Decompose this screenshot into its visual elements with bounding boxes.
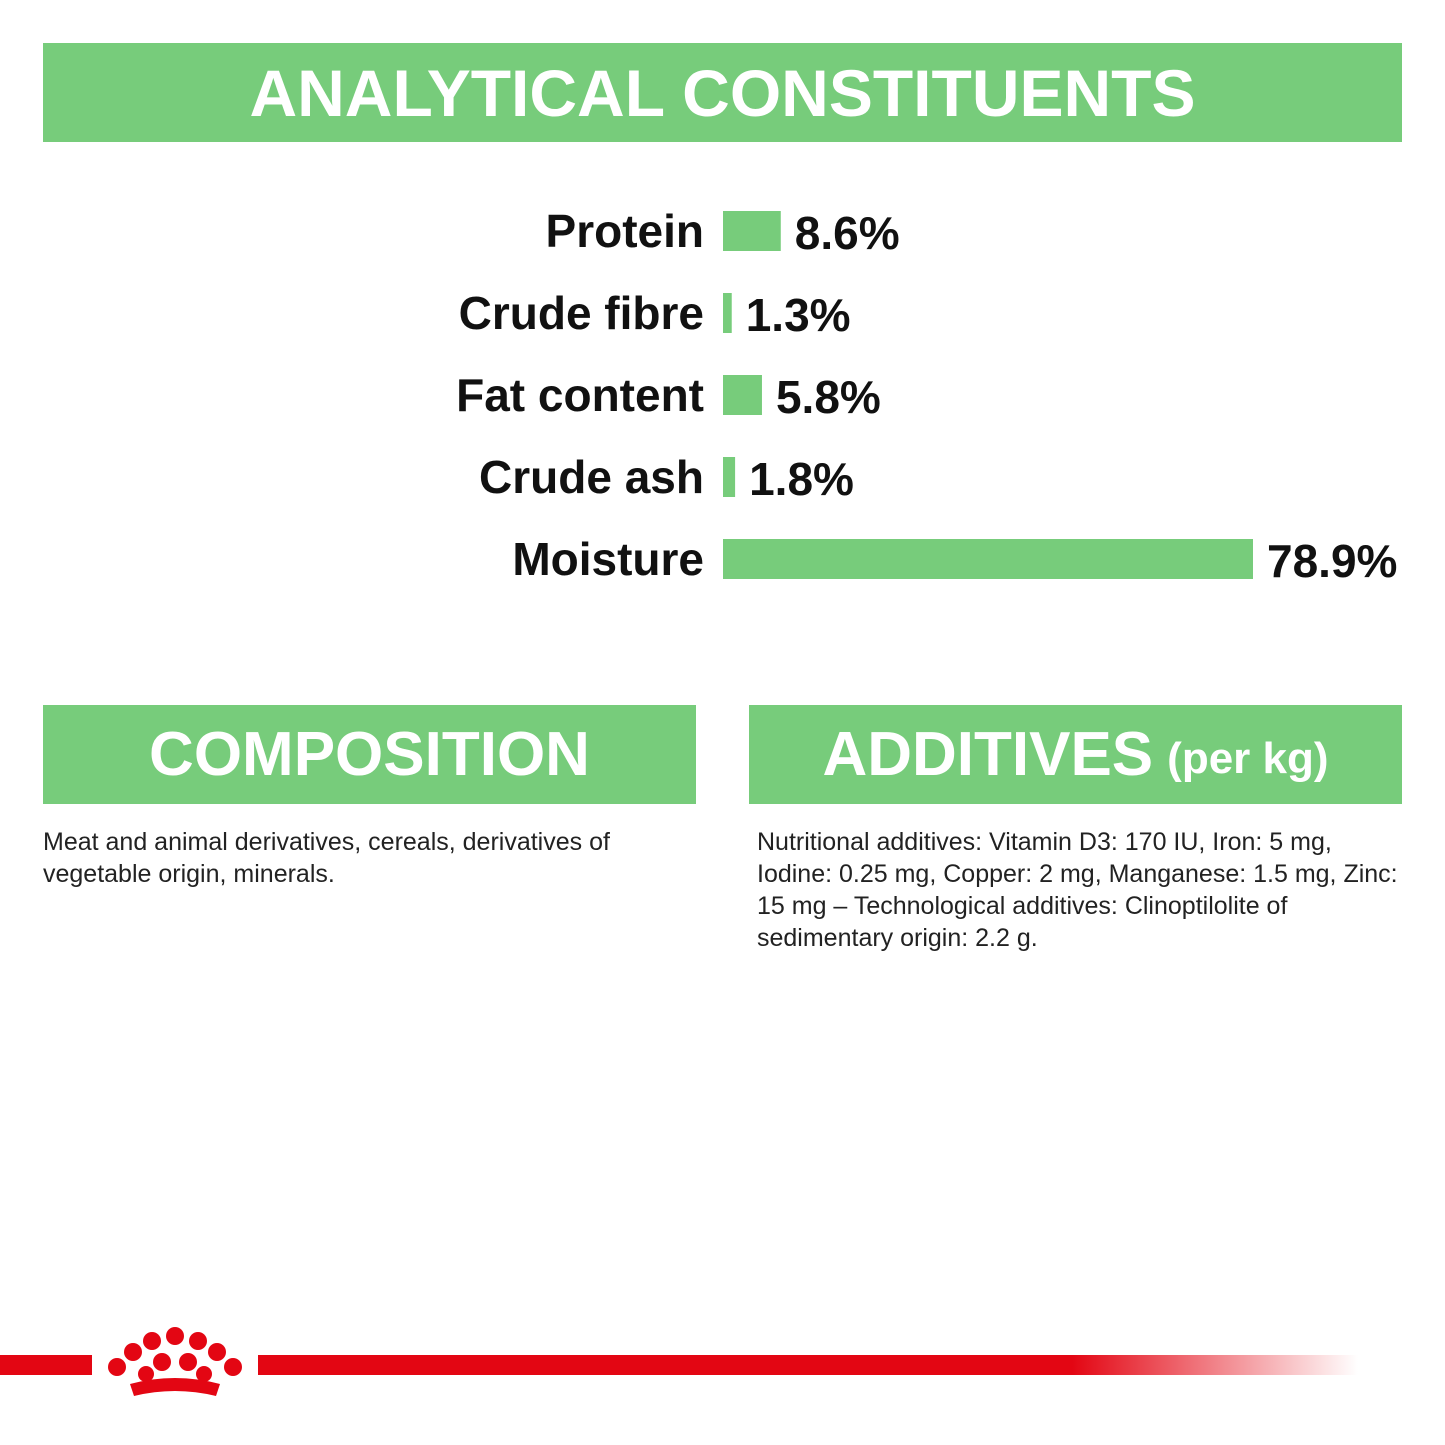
bar bbox=[723, 211, 781, 251]
value-label: 78.9% bbox=[1267, 535, 1397, 587]
bar bbox=[723, 375, 762, 415]
analytical-constituents-title: ANALYTICAL CONSTITUENTS bbox=[249, 55, 1196, 130]
value-label: 1.8% bbox=[749, 453, 854, 505]
value-label: 5.8% bbox=[776, 371, 881, 423]
value-label: 8.6% bbox=[795, 207, 900, 259]
category-label: Crude ash bbox=[479, 451, 704, 503]
analytical-constituents-chart: Protein 8.6% Crude fibre 1.3% Fat content 5.8… bbox=[456, 205, 1397, 587]
bar bbox=[723, 539, 1253, 579]
additives-title: ADDITIVES bbox=[822, 720, 1154, 789]
footer-red-line-right bbox=[258, 1355, 1358, 1375]
additives-text: Nutritional additives: Vitamin D3: 170 I… bbox=[757, 828, 1398, 952]
additives-banner: ADDITIVES (per kg) bbox=[749, 705, 1402, 804]
composition-title: COMPOSITION bbox=[149, 720, 590, 789]
analytical-constituents-banner: ANALYTICAL CONSTITUENTS bbox=[43, 43, 1402, 142]
additives-unit: (per kg) bbox=[1167, 733, 1329, 783]
category-label: Crude fibre bbox=[459, 287, 704, 339]
category-label: Protein bbox=[546, 205, 704, 257]
composition-text: Meat and animal derivatives, cereals, de… bbox=[43, 828, 610, 888]
footer-red-line-left bbox=[0, 1355, 92, 1375]
bar bbox=[723, 457, 736, 497]
composition-banner: COMPOSITION bbox=[43, 705, 696, 804]
category-label: Fat content bbox=[456, 369, 704, 421]
category-label: Moisture bbox=[512, 533, 704, 585]
bar bbox=[723, 293, 732, 333]
royal-canin-crown-icon bbox=[108, 1327, 242, 1396]
value-label: 1.3% bbox=[746, 289, 851, 341]
